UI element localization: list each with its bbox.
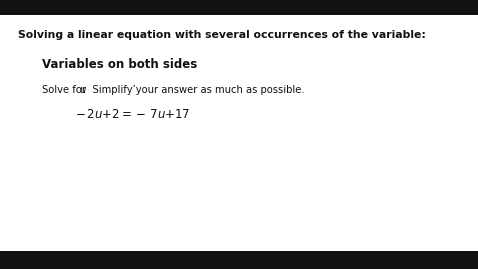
Text: Solve for: Solve for <box>42 85 89 95</box>
Text: Variables on both sides: Variables on both sides <box>42 58 197 72</box>
Text: .  Simplify’your answer as much as possible.: . Simplify’your answer as much as possib… <box>83 85 305 95</box>
Text: u: u <box>79 85 86 95</box>
Bar <box>0 0 478 15</box>
Text: $\mathdefault{-\,2}u\mathdefault{+2=-\,7}u\mathdefault{+17}$: $\mathdefault{-\,2}u\mathdefault{+2=-\,7… <box>75 108 191 122</box>
Text: Solving a linear equation with several occurrences of the variable:: Solving a linear equation with several o… <box>18 30 426 40</box>
Bar <box>0 251 478 269</box>
